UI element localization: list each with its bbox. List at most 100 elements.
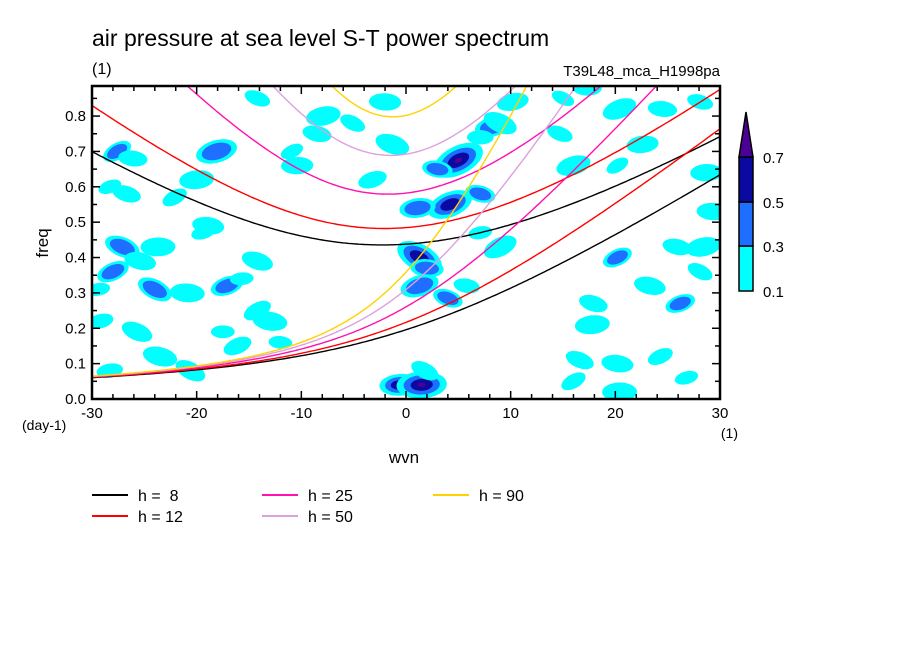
contour-level-1	[223, 336, 252, 356]
contour-level-1	[547, 125, 573, 142]
contour-level-1	[674, 370, 699, 385]
x-tick-label: 20	[607, 405, 624, 422]
power-blob	[483, 235, 517, 259]
contour-level-1	[690, 164, 720, 182]
legend-item: h = 12	[92, 509, 183, 526]
power-blob	[602, 98, 637, 120]
power-contours	[92, 86, 720, 399]
curve-n0-12	[92, 128, 720, 378]
contour-level-1	[210, 325, 235, 339]
colorbar-extend-triangle	[738, 111, 754, 158]
power-blob	[399, 198, 436, 218]
power-blob	[696, 202, 720, 221]
contour-level-2	[426, 162, 449, 176]
power-blob	[196, 139, 237, 164]
contour-level-1	[92, 313, 114, 329]
contour-level-1	[551, 90, 575, 107]
x-tick-label: 0	[402, 405, 410, 422]
contour-level-1	[92, 282, 111, 296]
contour-level-1	[140, 237, 176, 257]
colorbar-label: 0.5	[763, 195, 784, 212]
axis-ticks: -30 -20 -10 0 10 20 30 0.0 0.1 0.2 0.3 0.4 0.5 0.6 0.7…	[65, 86, 728, 422]
legend-item: h = 50	[262, 509, 353, 526]
power-blob	[465, 184, 496, 203]
legend-item: h = 90	[433, 488, 524, 505]
contour-level-1	[169, 283, 205, 303]
power-blob	[118, 150, 148, 167]
power-blob	[687, 263, 713, 281]
power-blob	[210, 325, 235, 339]
contour-level-1	[241, 251, 273, 271]
power-blob	[97, 260, 129, 283]
contour-level-1	[368, 93, 402, 111]
power-blob	[191, 225, 215, 240]
contour-level-1	[662, 238, 692, 256]
contour-level-1	[579, 294, 608, 313]
y-tick-label: 0.7	[65, 143, 86, 160]
colorbar: 0.1 0.3 0.5 0.7	[738, 111, 784, 301]
contour-level-1	[602, 98, 637, 120]
curve-n2-12	[92, 88, 720, 230]
power-blob	[281, 156, 314, 175]
power-blob	[606, 157, 629, 174]
power-blob	[574, 315, 610, 335]
power-blob	[602, 382, 638, 399]
power-blob	[662, 238, 692, 256]
power-blob	[565, 350, 594, 370]
curve-n2-50	[271, 86, 517, 157]
subtitle-right: T39L48_mca_H1998pa	[563, 63, 720, 80]
colorbar-segment	[738, 245, 754, 292]
power-blob	[241, 251, 273, 271]
colorbar-segment	[738, 201, 754, 247]
legend: h = 8 h = 12 h = 25 h = 50 h = 90	[92, 488, 524, 526]
curve-n2-25	[186, 86, 603, 195]
x-tick-label: 10	[502, 405, 519, 422]
power-blob	[121, 321, 153, 342]
power-blob	[229, 272, 254, 286]
contour-level-2	[201, 142, 232, 161]
x-tick-label: 30	[712, 405, 729, 422]
y-tick-label: 0.8	[65, 108, 86, 125]
power-blob	[685, 237, 720, 257]
power-blob	[375, 133, 410, 155]
contour-level-2	[405, 277, 434, 295]
power-blob	[626, 135, 659, 154]
legend-label: h = 25	[308, 488, 353, 505]
power-blob	[244, 90, 271, 107]
contour-level-1	[118, 150, 148, 167]
chart-title: air pressure at sea level S-T power spec…	[92, 25, 549, 51]
power-blob	[124, 251, 156, 271]
contour-level-1	[124, 251, 156, 271]
power-blob	[92, 282, 111, 296]
x-tick-label: -10	[290, 405, 312, 422]
contour-level-1	[162, 188, 187, 207]
legend-label: h = 12	[138, 509, 183, 526]
power-blob	[140, 237, 176, 257]
contour-level-2	[469, 187, 492, 201]
y-tick-label: 0.5	[65, 214, 86, 231]
y-tick-label: 0.4	[65, 250, 86, 267]
contour-level-1	[252, 311, 288, 331]
contour-level-1	[112, 185, 141, 203]
power-blob	[223, 336, 252, 356]
curve-n0-25	[92, 86, 658, 378]
contour-level-1	[602, 382, 638, 399]
contour-level-2	[109, 238, 135, 256]
power-blob	[137, 277, 172, 302]
contour-level-1	[572, 86, 602, 96]
contour-level-4	[417, 382, 426, 388]
colorbar-label: 0.1	[763, 284, 784, 301]
curve-n0-8	[92, 174, 720, 379]
curve-n2-90	[330, 86, 458, 118]
dispersion-curves	[92, 86, 720, 379]
power-blob	[92, 313, 114, 329]
contour-level-1	[496, 92, 529, 111]
power-blob	[162, 188, 187, 207]
power-blob	[547, 125, 573, 142]
contour-level-1	[453, 278, 480, 294]
contour-level-1	[647, 100, 678, 118]
y-tick-label: 0.0	[65, 391, 86, 408]
contour-level-1	[634, 276, 666, 295]
contour-level-1	[647, 348, 673, 366]
